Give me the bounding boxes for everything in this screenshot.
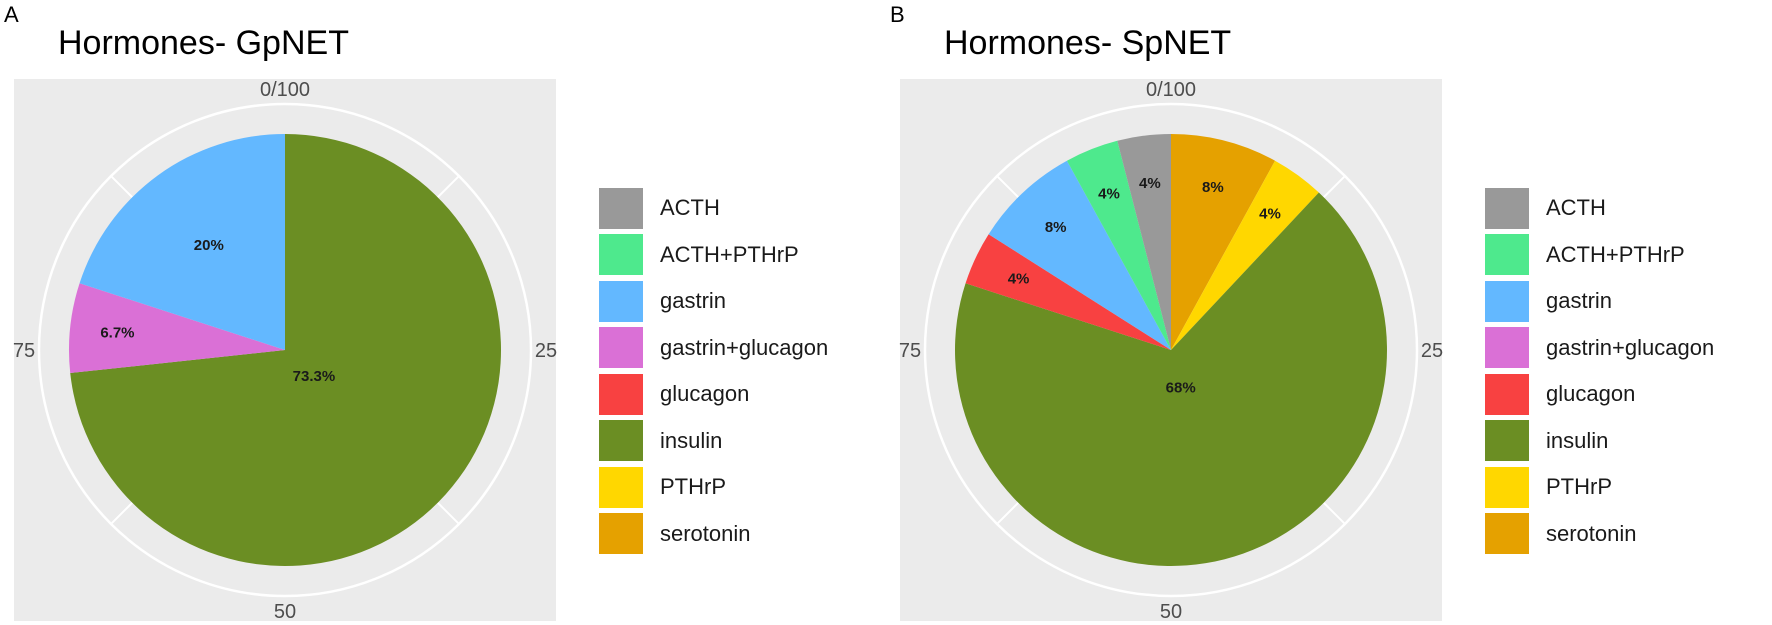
- legend-label: gastrin+glucagon: [1546, 334, 1715, 360]
- grid-circle: [37, 102, 533, 598]
- data-label: 8%: [1045, 219, 1067, 236]
- legend-item: gastrin: [599, 278, 828, 325]
- legend-label: gastrin+glucagon: [660, 334, 829, 360]
- data-label: 68%: [1166, 380, 1196, 397]
- legend-swatch: [599, 327, 643, 369]
- grid-line: [110, 502, 133, 525]
- legend-item: ACTH+PTHrP: [599, 232, 828, 279]
- legend-swatch: [1485, 513, 1529, 555]
- grid-line: [996, 502, 1019, 525]
- legend-swatch: [599, 280, 643, 322]
- chart-title: Hormones- GpNET: [58, 24, 349, 62]
- legend: ACTH ACTH+PTHrP gastrin gastrin+glucagon glu…: [599, 185, 828, 557]
- pie-slice-gastrin: [79, 134, 285, 350]
- legend-label: gastrin: [660, 288, 727, 314]
- legend-swatch: [1485, 187, 1529, 229]
- axis-tick-label: 50: [1160, 601, 1182, 623]
- data-label: 20%: [194, 237, 224, 254]
- legend-label: insulin: [660, 427, 723, 453]
- pie-slice-gastrin-glucagon: [68, 283, 285, 374]
- legend-item: serotonin: [599, 511, 828, 558]
- grid-line: [1323, 175, 1346, 198]
- data-label: 8%: [1202, 179, 1224, 196]
- axis-tick-label: 0/100: [260, 79, 310, 101]
- axis-tick-label: 75: [899, 340, 921, 362]
- legend-label: ACTH+PTHrP: [660, 241, 799, 267]
- pie-slice-acth-pthrp: [1066, 140, 1171, 350]
- chart-title: Hormones- SpNET: [944, 24, 1232, 62]
- legend-label: serotonin: [1546, 520, 1637, 546]
- legend-swatch: [1485, 280, 1529, 322]
- legend-item: gastrin: [1485, 278, 1714, 325]
- grid-circle: [923, 102, 1419, 598]
- legend-swatch: [1485, 466, 1529, 508]
- legend-item: gastrin+glucagon: [599, 325, 828, 372]
- pie-chart-svg: 8% 4% 68% 4% 8% 4% 4% 0/100 25 50 75: [899, 79, 1443, 623]
- legend-item: PTHrP: [599, 464, 828, 511]
- legend-swatch: [1485, 420, 1529, 462]
- data-label: 4%: [1008, 270, 1030, 287]
- legend-item: insulin: [1485, 418, 1714, 465]
- legend-label: glucagon: [660, 381, 750, 407]
- axis-tick-label: 0/100: [1146, 79, 1196, 101]
- data-label: 73.3%: [293, 368, 336, 385]
- legend-item: ACTH: [599, 185, 828, 232]
- legend-label: ACTH: [660, 195, 720, 221]
- legend-label: ACTH+PTHrP: [1546, 241, 1685, 267]
- legend-item: glucagon: [1485, 371, 1714, 418]
- data-label: 4%: [1259, 206, 1281, 223]
- legend-label: serotonin: [660, 520, 751, 546]
- data-label: 4%: [1139, 175, 1161, 192]
- data-label: 6.7%: [100, 325, 134, 342]
- legend-item: glucagon: [599, 371, 828, 418]
- legend-swatch: [1485, 327, 1529, 369]
- grid-line: [437, 175, 460, 198]
- chart-panel-b: B Hormones- SpNET 8% 4% 68% 4% 8% 4% 4% 0/100 25…: [886, 0, 1772, 625]
- axis-tick-label: 50: [274, 601, 296, 623]
- legend-item: gastrin+glucagon: [1485, 325, 1714, 372]
- grid-line: [1323, 502, 1346, 525]
- legend-item: ACTH+PTHrP: [1485, 232, 1714, 279]
- panel-label: B: [890, 2, 905, 27]
- legend-swatch: [599, 234, 643, 276]
- pie-slice-pthrp: [1171, 160, 1319, 350]
- legend-label: ACTH: [1546, 195, 1606, 221]
- data-label: 4%: [1098, 185, 1120, 202]
- grid-line: [110, 175, 133, 198]
- pie-slice-serotonin: [1171, 134, 1276, 350]
- pie-slice-acth: [1117, 134, 1171, 350]
- axis-tick-label: 25: [535, 340, 557, 362]
- legend-item: ACTH: [1485, 185, 1714, 232]
- legend-swatch: [599, 420, 643, 462]
- chart-panel-a: A Hormones- GpNET 73.3% 6.7% 20% 0/100 25 50 7…: [4, 2, 828, 623]
- pie-chart-svg: 73.3% 6.7% 20% 0/100 25 50 75: [13, 79, 557, 623]
- pie-slice-insulin: [955, 192, 1387, 566]
- legend-swatch: [599, 466, 643, 508]
- pie-slice-insulin: [70, 134, 502, 566]
- legend: ACTH ACTH+PTHrP gastrin gastrin+glucagon glu…: [1485, 185, 1714, 557]
- grid-line: [437, 502, 460, 525]
- panel-label: A: [4, 2, 19, 27]
- legend-label: insulin: [1546, 427, 1609, 453]
- legend-label: PTHrP: [660, 474, 726, 500]
- legend-item: serotonin: [1485, 511, 1714, 558]
- legend-label: glucagon: [1546, 381, 1636, 407]
- legend-label: PTHrP: [1546, 474, 1612, 500]
- grid-line: [996, 175, 1019, 198]
- axis-tick-label: 75: [13, 340, 35, 362]
- legend-swatch: [599, 513, 643, 555]
- pie-slice-gastrin: [988, 160, 1171, 350]
- legend-item: insulin: [599, 418, 828, 465]
- legend-swatch: [1485, 234, 1529, 276]
- legend-swatch: [599, 373, 643, 415]
- legend-label: gastrin: [1546, 288, 1613, 314]
- legend-swatch: [1485, 373, 1529, 415]
- legend-swatch: [599, 187, 643, 229]
- legend-item: PTHrP: [1485, 464, 1714, 511]
- axis-tick-label: 25: [1421, 340, 1443, 362]
- pie-slice-glucagon: [965, 234, 1171, 350]
